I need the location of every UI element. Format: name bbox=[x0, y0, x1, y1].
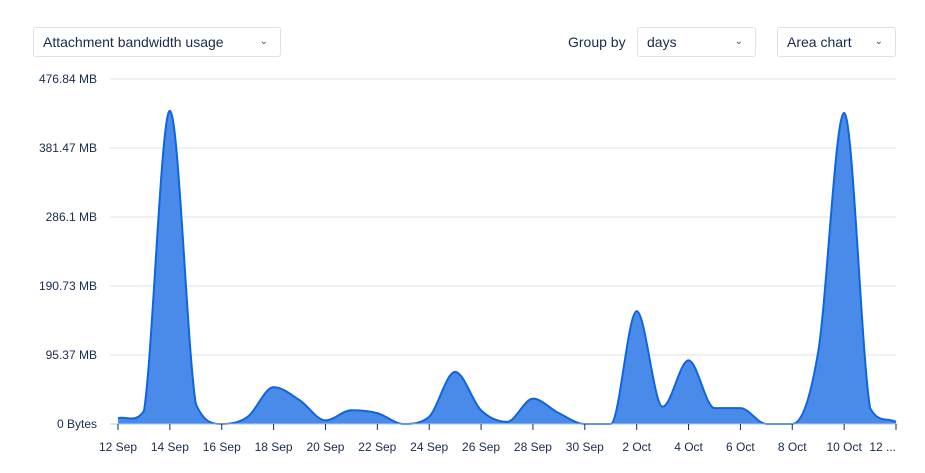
chart-type-select[interactable]: Area chart ⌄ bbox=[777, 27, 896, 57]
y-tick-label: 381.47 MB bbox=[39, 141, 97, 155]
x-tick-label: 26 Sep bbox=[462, 440, 500, 454]
area-line bbox=[117, 109, 897, 426]
x-tick-label: 12 Sep bbox=[99, 440, 137, 454]
y-tick-label: 0 Bytes bbox=[57, 417, 97, 431]
area-fill bbox=[118, 110, 896, 425]
metric-select[interactable]: Attachment bandwidth usage ⌄ bbox=[33, 27, 281, 57]
chevron-down-icon: ⌄ bbox=[734, 36, 743, 47]
x-tick-label: 18 Sep bbox=[255, 440, 293, 454]
group-by-select-value: days bbox=[647, 34, 677, 50]
y-tick-label: 95.37 MB bbox=[46, 348, 97, 362]
group-by-label: Group by bbox=[568, 34, 626, 50]
x-tick-label: 20 Sep bbox=[306, 440, 344, 454]
x-tick-label: 30 Sep bbox=[566, 440, 604, 454]
chevron-down-icon: ⌄ bbox=[259, 36, 268, 47]
y-tick-label: 190.73 MB bbox=[39, 279, 97, 293]
y-tick-label: 286.1 MB bbox=[46, 210, 97, 224]
x-tick-label: 10 Oct bbox=[826, 440, 862, 454]
group-by-select[interactable]: days ⌄ bbox=[637, 27, 756, 57]
x-tick-label: 28 Sep bbox=[514, 440, 552, 454]
x-tick-label: 8 Oct bbox=[778, 440, 807, 454]
x-tick-label: 14 Sep bbox=[151, 440, 189, 454]
metric-select-value: Attachment bandwidth usage bbox=[43, 34, 224, 50]
x-tick-label: 24 Sep bbox=[410, 440, 448, 454]
x-tick-label: 22 Sep bbox=[358, 440, 396, 454]
y-tick-label: 476.84 MB bbox=[39, 72, 97, 86]
x-tick-label: 16 Sep bbox=[203, 440, 241, 454]
x-tick-label: 6 Oct bbox=[726, 440, 755, 454]
x-tick-label: 2 Oct bbox=[622, 440, 651, 454]
chart-type-select-value: Area chart bbox=[787, 34, 852, 50]
x-tick-label: 4 Oct bbox=[674, 440, 703, 454]
x-tick-label: 12 ... bbox=[869, 440, 896, 454]
chevron-down-icon: ⌄ bbox=[874, 36, 883, 47]
